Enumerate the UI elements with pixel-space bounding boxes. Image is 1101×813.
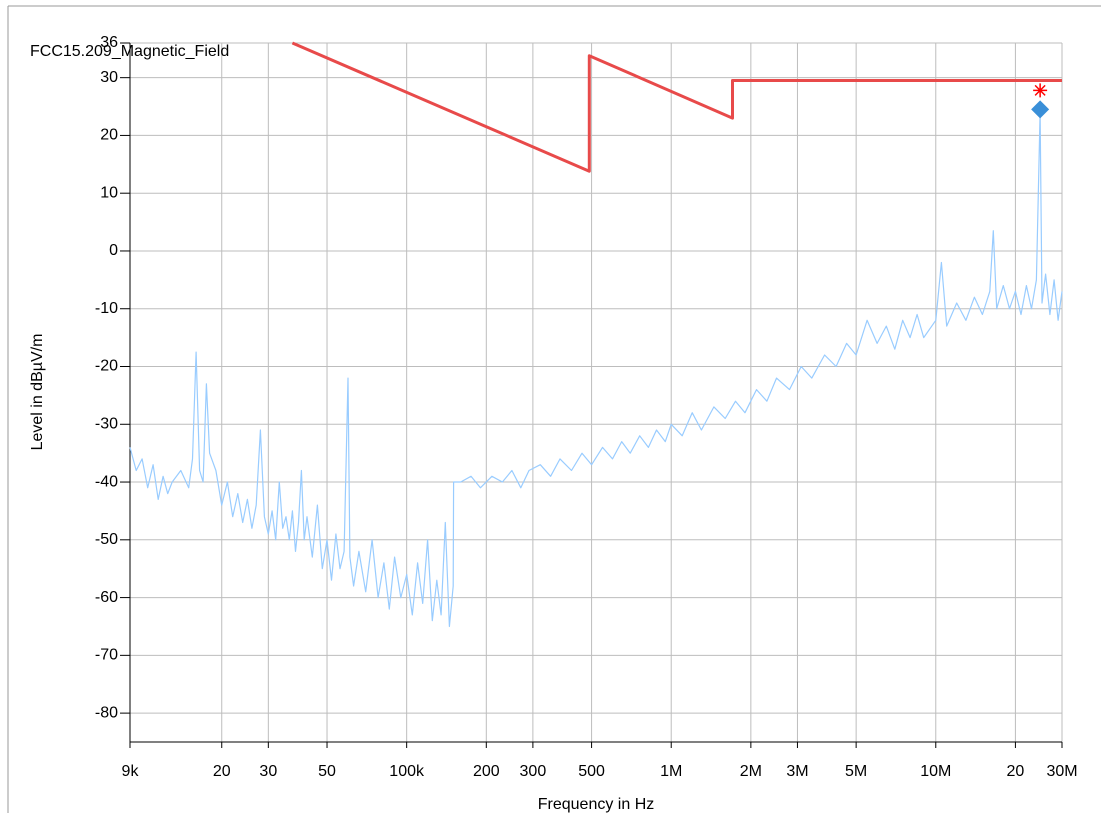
x-tick-label: 9k <box>122 763 140 780</box>
x-tick-label: 1M <box>660 763 682 780</box>
x-tick-label: 10M <box>920 763 951 780</box>
y-tick-label: 10 <box>100 184 118 201</box>
y-tick-label: -20 <box>95 358 118 375</box>
peak-marker <box>1031 100 1050 119</box>
y-tick-label: 30 <box>100 69 118 86</box>
limit-line <box>291 41 1062 173</box>
y-tick-label: -50 <box>95 531 118 548</box>
x-tick-label: 50 <box>318 763 336 780</box>
y-tick-label: 20 <box>100 127 118 144</box>
x-tick-label: 2M <box>740 763 762 780</box>
x-tick-label: 20 <box>1007 763 1025 780</box>
x-axis-label: Frequency in Hz <box>538 796 655 813</box>
x-tick-label: 200 <box>473 763 500 780</box>
y-tick-label: 0 <box>109 242 118 259</box>
x-tick-label: 500 <box>578 763 605 780</box>
y-tick-label: -30 <box>95 415 118 432</box>
x-tick-label: 100k <box>389 763 425 780</box>
y-tick-label: -60 <box>95 589 118 606</box>
y-tick-label: -80 <box>95 704 118 721</box>
y-tick-label: -10 <box>95 300 118 317</box>
limit-label: FCC15.209_Magnetic_Field <box>30 43 229 60</box>
x-tick-label: 5M <box>845 763 867 780</box>
y-tick-label: 36 <box>100 34 118 51</box>
x-tick-label: 300 <box>520 763 547 780</box>
y-axis-label: Level in dBµV/m <box>29 334 46 451</box>
x-tick-label: 3M <box>786 763 808 780</box>
y-tick-label: -40 <box>95 473 118 490</box>
x-tick-label: 20 <box>213 763 231 780</box>
limit-marker <box>1033 83 1048 98</box>
x-tick-label: 30 <box>259 763 277 780</box>
measurement-trace <box>129 111 1063 628</box>
y-tick-label: -70 <box>95 647 118 664</box>
x-tick-label: 30M <box>1046 763 1077 780</box>
